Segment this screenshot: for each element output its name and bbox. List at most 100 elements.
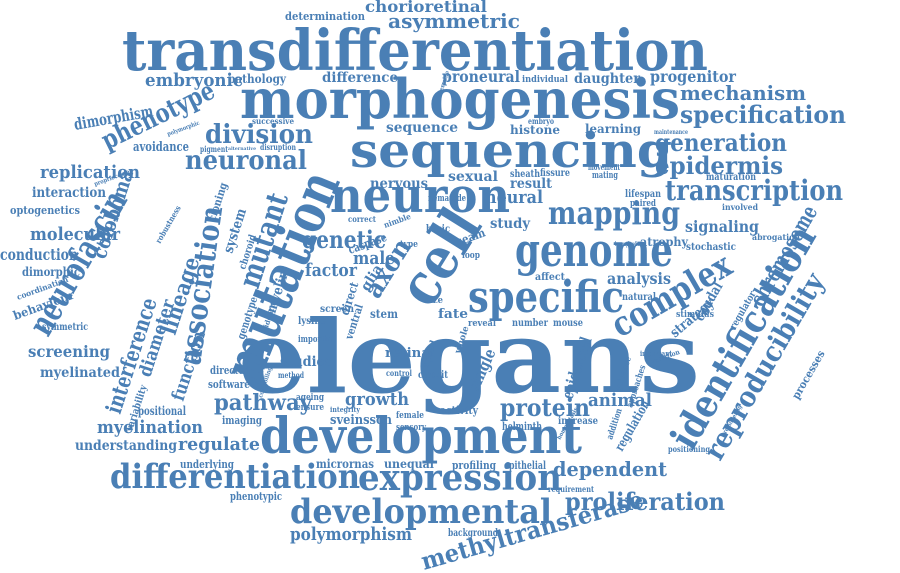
word-development: development (260, 406, 582, 465)
word-ageing: ageing (296, 393, 325, 403)
word-micrornas: micrornas (316, 457, 374, 471)
word-studies: studies (280, 354, 332, 370)
word-histone: histone (510, 123, 560, 137)
word-daughter: daughter (574, 71, 641, 87)
word-basic: basic (426, 224, 450, 235)
word-increase: increase (558, 416, 598, 427)
word-fissure: fissure (540, 168, 570, 179)
word-specification: specification (680, 100, 846, 129)
word-natural: natural (622, 292, 656, 303)
word-female: female (396, 411, 424, 421)
word-nematode: nematode (428, 194, 466, 204)
word-epidermis: epidermis (655, 151, 783, 180)
word-symmetric: symmetric (42, 322, 88, 333)
word-correct: correct (348, 214, 376, 224)
word-understanding: understanding (75, 438, 177, 454)
word-chorioretinal: chorioretinal (365, 0, 487, 16)
word-transcription: transcription (665, 174, 843, 207)
word-lifespan: lifespan (625, 189, 662, 200)
word-difference: difference (322, 70, 398, 86)
word-abrogation: abrogation (752, 232, 800, 242)
word-neuron: neuron (330, 168, 510, 224)
word-growth: growth (345, 389, 409, 410)
word-requirement: requirement (548, 484, 594, 494)
word-elegans: elegans (238, 298, 700, 416)
word-avoidance: avoidance (133, 140, 189, 155)
word-lysine: lysine (298, 316, 326, 327)
word-positional: positional (138, 404, 186, 418)
word-sequencing: sequencing (350, 123, 672, 179)
word-determination: determination (285, 10, 365, 23)
word-pathway: pathway (214, 390, 313, 416)
word-involved: involved (722, 202, 758, 212)
word-disruption: disruption (260, 142, 296, 152)
word-phenotypic: phenotypic (230, 490, 282, 503)
word-maintenance: maintenance (654, 129, 688, 136)
word-proliferation: proliferation (565, 487, 725, 516)
word-morphogenesis: morphogenesis (240, 67, 680, 131)
word-hermaphrodite: hermaphrodite (615, 241, 641, 248)
word-integrity: integrity (330, 405, 361, 414)
word-conduction: conduction (0, 245, 78, 264)
word-sexual: sexual (448, 169, 498, 185)
word-analysis: analysis (607, 269, 671, 288)
word-loop: loop (462, 251, 480, 261)
word-sequence: sequence (386, 120, 458, 136)
word-epithelial: epithelial (504, 459, 546, 472)
word-dependent: dependent (553, 457, 668, 481)
word-sensory: sensory (396, 423, 427, 433)
word-asymmetric: asymmetric (388, 9, 520, 33)
word-underlying: underlying (180, 458, 234, 471)
word-progenitor: progenitor (650, 67, 737, 86)
word-interaction: interaction (32, 185, 106, 201)
word-directed: directed (210, 364, 250, 377)
word-protein: protein (500, 393, 590, 422)
word-proneural: proneural (442, 67, 520, 86)
word-study: study (490, 216, 531, 232)
word-polymorphism: polymorphism (290, 524, 412, 545)
word-male: male (353, 248, 395, 269)
word-mouse: mouse (553, 318, 583, 329)
word-result: result (510, 176, 552, 192)
word-robustness: robustness (153, 203, 183, 245)
word-reveal: reveal (468, 319, 497, 329)
word-activity: activity (440, 404, 479, 417)
word-successive: successive (252, 116, 294, 126)
word-nervous: nervous (370, 176, 428, 192)
word-neural: neural (485, 187, 543, 208)
word-profiling: profiling (452, 459, 496, 472)
word-stochastic: stochastic (686, 242, 736, 253)
word-maturation: maturation (706, 172, 757, 183)
word-imaging: imaging (222, 414, 262, 427)
word-myelinated: myelinated (40, 365, 120, 381)
word-generation: generation (655, 128, 787, 157)
word-animal: animal (588, 390, 652, 411)
word-circuit: circuit (418, 370, 448, 381)
word-screen: screen (320, 304, 355, 315)
word-important: important (640, 349, 673, 358)
word-alternative: alternative (228, 146, 256, 152)
word-stimulus: stimulus (676, 310, 714, 320)
word-stem: stem (370, 307, 398, 321)
word-retinal: retinal (385, 346, 435, 361)
word-control: control (386, 368, 412, 378)
word-factor: factor (305, 260, 357, 281)
word-type: type (400, 240, 418, 250)
word-fate: fate (438, 307, 468, 322)
word-pigment: pigment (200, 144, 228, 154)
word-replication: replication (40, 162, 140, 183)
word-atrophy: atrophy (640, 235, 689, 249)
word-genetic: genetic (302, 225, 386, 254)
word-number: number (512, 318, 549, 329)
word-sheath: sheath (510, 169, 541, 180)
word-transdifferentiation: transdifferentiation (122, 18, 708, 84)
word-ensure: ensure (296, 403, 324, 413)
word-signaling: signaling (685, 217, 759, 236)
word-expression: expression (358, 457, 562, 499)
word-learning: learning (585, 122, 642, 136)
word-molecular: molecular (30, 224, 120, 245)
word-background: background (448, 528, 498, 539)
word-size: size (425, 296, 443, 306)
word-sveinsson: sveinsson (330, 413, 392, 428)
word-mechanism: mechanism (680, 81, 806, 105)
